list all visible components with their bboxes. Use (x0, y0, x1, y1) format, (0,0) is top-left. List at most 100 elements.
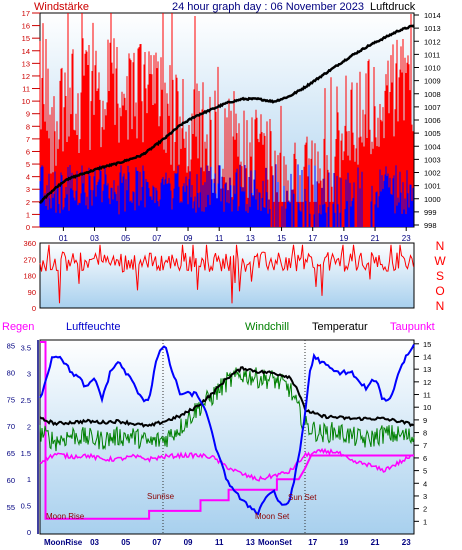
pressure-tick-label: 1009 (424, 77, 441, 86)
pressure-tick-label: 998 (424, 221, 437, 230)
temperature-tick-label: 11 (423, 391, 431, 400)
hour-label: 03 (90, 234, 99, 243)
wind-tick-label: 1 (26, 210, 30, 219)
temperature-tick-label: 4 (423, 479, 427, 488)
temperature-tick-label: 1 (423, 517, 427, 526)
wind-tick-label: 14 (22, 47, 30, 56)
humidity-tick-label: 60 (7, 476, 15, 485)
chart-title: 24 hour graph day : 06 November 2023 (172, 1, 364, 13)
compass-letter: O (435, 284, 444, 298)
panel1-hour-ticks: 01 03 05 07 09 11 13 15 17 19 21 23 (59, 227, 411, 243)
temperature-tick-label: 14 (423, 352, 431, 361)
wind-tick-label: 9 (26, 110, 30, 119)
direction-tick-label: 0 (32, 304, 36, 313)
rain-axis-title: Regen (2, 321, 34, 333)
humidity-tick-label: 80 (7, 368, 15, 377)
pressure-tick-label: 1001 (424, 182, 441, 191)
compass-letter: S (436, 269, 444, 283)
rain-tick-label: 3.5 (21, 343, 31, 352)
pressure-tick-label: 1002 (424, 169, 441, 178)
wind-tick-label: 17 (22, 9, 30, 18)
humidity-tick-label: 85 (7, 341, 15, 350)
wind-tick-label: 13 (22, 59, 30, 68)
wind-tick-label: 0 (26, 223, 30, 232)
temperature-line (39, 366, 415, 428)
temperature-tick-label: 8 (423, 429, 427, 438)
pressure-tick-label: 1011 (424, 50, 440, 59)
wind-tick-label: 4 (26, 173, 30, 182)
dewpoint-line (39, 447, 414, 482)
rain-tick-label: 2.5 (21, 396, 31, 405)
rain-tick-label: 3 (27, 370, 31, 379)
humidity-axis-title: Luftfeuchte (66, 321, 120, 333)
hour-label: 19 (339, 234, 348, 243)
temperature-tick-label: 13 (423, 365, 431, 374)
pressure-line (38, 24, 415, 204)
wind-direction-plot-area (39, 242, 415, 309)
moonrise-axis-label: MoonRise (44, 538, 83, 547)
pressure-tick-label: 1005 (424, 129, 441, 138)
hour-label: 17 (308, 538, 317, 547)
wind-speed-axis-title: Windstärke (34, 1, 89, 13)
wind-tick-label: 16 (22, 22, 30, 31)
wind-tick-label: 6 (26, 147, 30, 156)
direction-tick-label: 270 (23, 255, 36, 264)
humidity-tick-label: 55 (7, 503, 15, 512)
hour-label: 05 (121, 234, 130, 243)
sunrise-label: Sunrise (147, 492, 175, 501)
pressure-tick-label: 1012 (424, 37, 441, 46)
hour-label: 17 (308, 234, 317, 243)
direction-tick-label: 360 (23, 239, 36, 248)
pressure-tick-label: 1006 (424, 116, 441, 125)
wind-gust-bars (39, 164, 414, 227)
direction-tick-label: 180 (23, 272, 36, 281)
wind-tick-label: 8 (26, 122, 30, 131)
panel3-hour-ticks: 03 05 07 09 11 13 17 19 21 23 (90, 538, 411, 547)
rain-ticks: 0 0.5 1 1.5 2 2.5 3 3.5 (21, 343, 31, 537)
pressure-tick-label: 1010 (424, 64, 441, 73)
pressure-axis-title: Luftdruck (370, 1, 416, 13)
climate-plot-area (39, 339, 415, 535)
hour-label: 23 (402, 538, 411, 547)
humidity-ticks: 55 60 65 70 75 80 85 (7, 341, 15, 512)
hour-label: 23 (402, 234, 411, 243)
humidity-line (39, 344, 415, 516)
wind-direction-ticks: 0 90 180 270 360 (23, 239, 36, 313)
temperature-tick-label: 12 (423, 378, 431, 387)
pressure-tick-label: 1014 (424, 11, 441, 20)
temperature-tick-label: 7 (423, 441, 427, 450)
direction-tick-label: 90 (28, 288, 36, 297)
hour-label: 21 (371, 538, 380, 547)
temperature-tick-label: 6 (423, 454, 427, 463)
temperature-tick-label: 5 (423, 467, 427, 476)
moonrise-label: Moon Rise (46, 512, 85, 521)
hour-label: 19 (339, 538, 348, 547)
hour-label: 01 (59, 234, 68, 243)
hour-label: 09 (184, 234, 193, 243)
hour-label: 13 (246, 234, 255, 243)
hour-label: 05 (121, 538, 130, 547)
humidity-tick-label: 70 (7, 422, 15, 431)
pressure-ticks: 998 999 1000 1001 1002 1003 1004 1005 1006 1007 10… (414, 11, 441, 230)
wind-tick-label: 15 (22, 34, 30, 43)
rain-tick-label: 1.5 (21, 449, 31, 458)
hour-label: 13 (246, 538, 255, 547)
temperature-tick-label: 15 (423, 340, 431, 349)
pressure-tick-label: 1013 (424, 24, 441, 33)
temperature-tick-label: 10 (423, 403, 431, 412)
rain-tick-label: 0 (27, 528, 31, 537)
pressure-tick-label: 1000 (424, 195, 441, 204)
hour-label: 11 (215, 234, 224, 243)
pressure-tick-label: 999 (424, 208, 437, 217)
rain-tick-label: 2 (27, 422, 31, 431)
rain-tick-label: 1 (27, 475, 31, 484)
wind-tick-label: 5 (26, 160, 30, 169)
pressure-tick-label: 1003 (424, 155, 441, 164)
temperature-tick-label: 9 (423, 416, 427, 425)
hour-label: 11 (215, 538, 224, 547)
moonset-label: Moon Set (255, 512, 290, 521)
wind-tick-label: 3 (26, 185, 30, 194)
